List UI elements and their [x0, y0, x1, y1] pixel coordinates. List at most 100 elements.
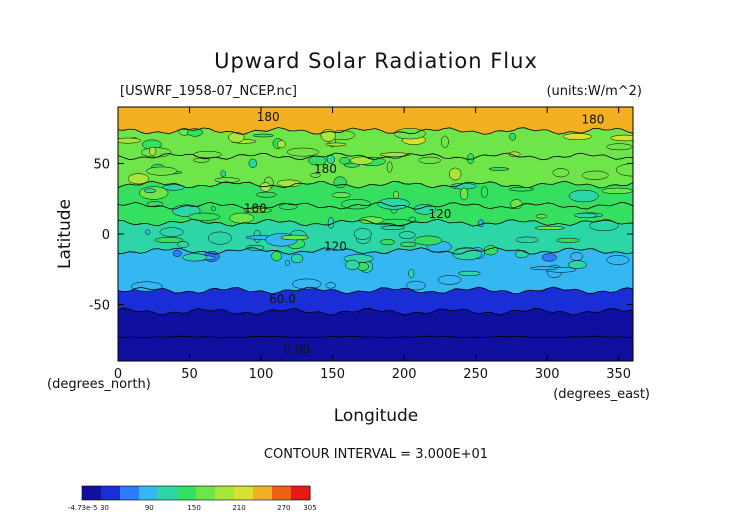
y-unit-label: (degrees_north)	[47, 377, 151, 392]
field-patch	[146, 166, 178, 176]
colorbar-tick-label: 150	[187, 504, 200, 512]
field-patch	[398, 231, 416, 239]
field-patch	[568, 189, 599, 203]
field-patch	[606, 255, 630, 265]
field-patch	[208, 231, 232, 245]
field-patch	[350, 156, 374, 165]
field-patch	[325, 282, 337, 289]
field-patch	[392, 191, 400, 199]
field-patch	[413, 204, 437, 215]
field-patch	[488, 167, 510, 171]
contour-line	[118, 246, 633, 255]
field-patch	[285, 259, 290, 267]
contour-line	[118, 201, 633, 210]
field-patch	[118, 137, 141, 144]
y-axis-label: Latitude	[55, 199, 75, 269]
field-patch	[509, 132, 516, 141]
x-axis-label: Longitude	[334, 406, 419, 426]
field-patch	[530, 266, 558, 271]
file-label: [USWRF_1958-07_NCEP.nc]	[120, 84, 297, 99]
field-patch	[386, 161, 393, 173]
x-tick-label: 0	[114, 367, 122, 382]
contour-label: 180	[314, 162, 337, 176]
field-patch	[130, 281, 163, 292]
field-patch	[574, 212, 598, 218]
colorbar-segment	[139, 486, 159, 500]
field-patch	[148, 146, 157, 156]
colorbar-frame	[81, 485, 311, 501]
field-patch	[154, 237, 184, 244]
contour-line	[118, 335, 633, 339]
x-tick-label: 150	[320, 367, 345, 382]
colorbar-segment	[82, 486, 102, 500]
units-label: (units:W/m^2)	[546, 84, 642, 99]
field-patch	[345, 259, 360, 270]
field-patch	[320, 129, 336, 142]
field-patch	[188, 212, 220, 221]
field-patch	[562, 133, 592, 140]
x-tick-label: 100	[249, 367, 274, 382]
colorbar-tick-label: 30	[100, 504, 109, 512]
field-patch	[542, 253, 557, 262]
contour-label: 180	[257, 110, 280, 124]
field-patch	[508, 151, 521, 157]
field-patch	[615, 163, 633, 177]
colorbar-segment	[272, 486, 292, 500]
colorbar-segment	[177, 486, 197, 500]
colorbar-segment	[291, 486, 311, 500]
contour-label: 120	[428, 207, 451, 221]
chart-title: Upward Solar Radiation Flux	[214, 49, 538, 73]
colorbar-segment	[196, 486, 216, 500]
y-tick-label: -50	[89, 299, 110, 314]
field-patch	[291, 253, 304, 264]
colorbar-min-label: -4.73e-5	[68, 504, 97, 512]
field-patch	[248, 158, 257, 168]
latitude-band	[118, 107, 633, 135]
contour-label: 60.0	[269, 292, 296, 306]
colorbar-segment	[158, 486, 178, 500]
colorbar-segment	[253, 486, 273, 500]
latitude-band	[118, 219, 633, 255]
y-tick-label: 50	[93, 157, 110, 172]
field-patch	[159, 227, 184, 237]
field-patch	[406, 280, 426, 291]
field-patch	[286, 147, 319, 157]
colorbar-tick-label: 305	[303, 504, 316, 512]
field-patch	[510, 199, 523, 210]
field-patch	[177, 241, 190, 248]
field-patch	[418, 156, 441, 164]
colorbar-segment	[234, 486, 254, 500]
contour-line	[118, 152, 633, 161]
field-patch	[145, 229, 151, 235]
field-patch	[172, 249, 182, 257]
latitude-band	[118, 308, 633, 338]
field-patch	[339, 156, 350, 165]
colorbar-segment	[101, 486, 121, 500]
field-patch	[589, 220, 619, 232]
field-patch	[535, 214, 548, 219]
field-patch	[380, 239, 395, 246]
field-patch	[353, 228, 372, 240]
y-axis-ticks: -50 0 50	[89, 157, 633, 314]
latitude-band	[118, 247, 633, 294]
field-patch	[210, 206, 216, 212]
y-tick-label: 0	[102, 228, 110, 243]
field-patch	[480, 186, 488, 198]
field-patch	[460, 187, 469, 201]
colorbar-ticks: -4.73e-5 30 90 150 210 270 305	[68, 504, 317, 512]
field-patch	[332, 192, 351, 198]
latitude-band	[118, 127, 633, 160]
plot-area	[118, 107, 633, 361]
field-patch	[601, 187, 633, 194]
field-patch	[556, 237, 580, 243]
x-axis-ticks: 0 50 100 150 200 250 300 350	[114, 107, 631, 382]
latitude-band	[118, 181, 633, 210]
field-patch	[256, 191, 277, 198]
latitude-band	[118, 287, 633, 316]
x-tick-label: 350	[606, 367, 631, 382]
field-patch	[220, 170, 226, 178]
contour-label: 0.00	[283, 343, 310, 357]
contour-line	[118, 180, 633, 189]
field-patch	[408, 268, 415, 279]
